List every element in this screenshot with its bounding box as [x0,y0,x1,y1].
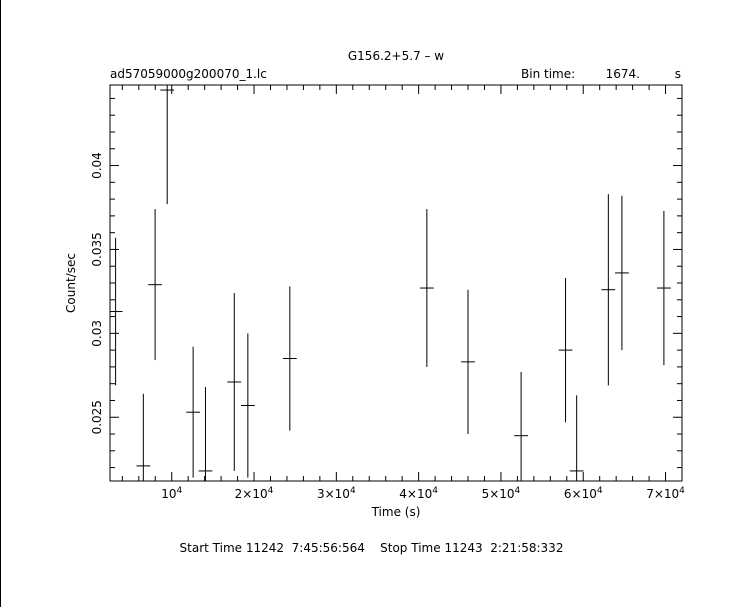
start-time-label: Start Time [179,541,243,555]
x-tick-label: 6×104 [564,486,603,501]
y-tick-label: 0.025 [90,400,104,434]
x-tick-labels: 104 2×104 3×104 4×104 5×104 6×104 7×104 [161,486,685,501]
y-tick-label: 0.03 [90,320,104,347]
y-tick-label: 0.04 [90,152,104,179]
x-axis-label: Time (s) [371,505,421,519]
data-point [615,195,629,351]
data-points [110,85,671,481]
data-point [240,333,255,478]
data-point [227,293,242,471]
data-point [282,286,297,431]
data-point [601,194,616,386]
chart-title: G156.2+5.7 – w [348,49,444,63]
x-tick-label: 7×104 [646,486,685,501]
bin-time-value: 1674. [606,67,640,81]
data-point [461,289,475,435]
data-point [148,209,162,361]
data-point [110,237,123,386]
x-tick-label: 104 [161,486,182,501]
data-point [136,393,151,481]
x-tick-label: 4×104 [399,486,438,501]
axis-ticks [110,85,683,481]
data-point [657,210,671,366]
x-tick-label: 5×104 [482,486,521,501]
data-point [558,277,573,423]
window-left-border [0,0,1,607]
y-tick-label: 0.035 [90,232,104,266]
bin-time-label: Bin time: [521,67,575,81]
data-point [514,371,528,481]
file-name: ad57059000g200070_1.lc [110,67,267,81]
start-time-value: 11242 7:45:56:564 [245,541,365,555]
y-axis-label: Count/sec [64,253,78,313]
y-tick-labels: 0.025 0.03 0.035 0.04 [90,152,104,434]
data-point [160,85,175,205]
x-tick-label: 2×104 [235,486,274,501]
plot-frame [109,84,683,482]
stop-time-label: Stop Time [380,541,441,555]
stop-time-value: 11243 2:21:58:332 [444,541,564,555]
data-point [198,387,213,481]
time-range-footer: Start Time 11242 7:45:56:564 Stop Time 1… [0,541,743,555]
data-point [186,346,201,478]
x-tick-label: 3×104 [317,486,356,501]
data-point [419,209,434,367]
bin-time-unit: s [675,67,681,81]
data-point [569,395,584,481]
